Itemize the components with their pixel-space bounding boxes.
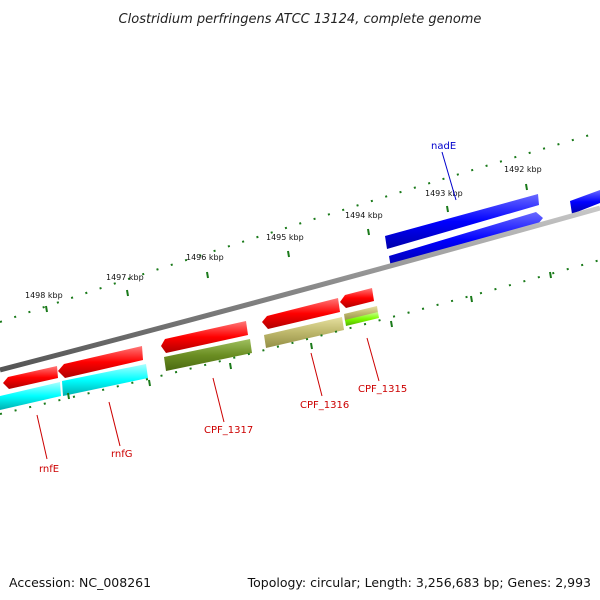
lower-gene-row [0, 306, 379, 410]
scale-label-1497: 1497 kbp [106, 273, 144, 282]
leader-cpf1315 [366, 337, 380, 382]
leader-lines [36, 151, 457, 460]
scale-label-1494: 1494 kbp [345, 211, 383, 220]
label-rnfg: rnfG [111, 449, 133, 460]
gene-labels: nadE rnfE rnfG CPF_1317 CPF_1316 CPF_131… [39, 141, 456, 475]
gene-cpf1315-khaki [344, 306, 378, 321]
cds-cpf1315 [340, 288, 374, 308]
gene-cpf1316-block [264, 317, 344, 348]
leader-cpf1317 [212, 377, 225, 423]
cds-rnfg [58, 346, 143, 378]
outer-tick-ring [0, 131, 600, 323]
red-cds-row [3, 288, 374, 389]
gene-rnfe-block [0, 382, 61, 410]
leader-rnfe [36, 414, 48, 460]
accession-text: Accession: NC_008261 [9, 575, 152, 590]
leader-cpf1316 [310, 352, 323, 397]
map-title: Clostridium perfringens ATCC 13124, comp… [119, 12, 482, 27]
label-cpf1316: CPF_1316 [300, 400, 349, 411]
leader-nade [441, 151, 457, 201]
topology-text: Topology: circular; Length: 3,256,683 bp… [247, 575, 591, 590]
cds-cpf1317 [161, 321, 248, 353]
leader-rnfg [108, 401, 121, 447]
gene-rnfg-block [62, 364, 148, 396]
label-nade: nadE [431, 141, 456, 152]
cds-cpf1316 [262, 298, 340, 329]
scale-label-1493: 1493 kbp [425, 189, 463, 198]
genome-backbone [0, 205, 600, 373]
outer-major-ticks [45, 183, 528, 313]
scale-label-1496: 1496 kbp [186, 253, 224, 262]
gene-nade-block [385, 194, 539, 249]
gene-cpf1315-lime [345, 312, 379, 326]
gene-cpf1317-block [164, 339, 252, 371]
scale-label-1498: 1498 kbp [25, 291, 63, 300]
gene-next-block [570, 190, 600, 214]
inner-major-ticks [67, 271, 552, 400]
label-rnfe: rnfE [39, 464, 59, 475]
label-cpf1317: CPF_1317 [204, 425, 253, 436]
label-cpf1315: CPF_1315 [358, 384, 407, 395]
scale-label-1492: 1492 kbp [504, 165, 542, 174]
scale-label-1495: 1495 kbp [266, 233, 304, 242]
cds-rnfe [3, 366, 58, 389]
scale-labels: 1498 kbp 1497 kbp 1496 kbp 1495 kbp 1494… [25, 165, 542, 300]
